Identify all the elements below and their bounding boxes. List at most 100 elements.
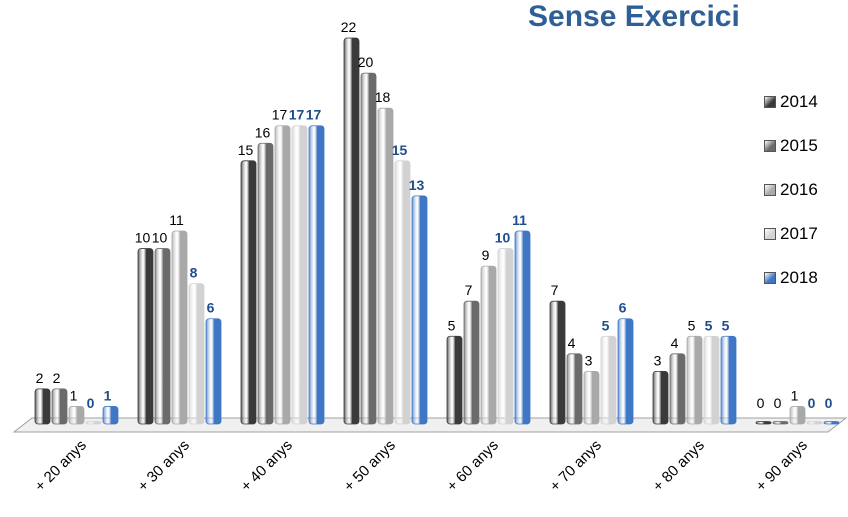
bar-2014-3 — [240, 160, 257, 425]
legend-swatch-2014 — [764, 96, 776, 108]
data-label-2017-5: 10 — [495, 230, 511, 246]
bar-2017-7 — [703, 335, 720, 425]
data-label-2017-2: 8 — [190, 265, 198, 281]
data-label-2015-6: 4 — [568, 335, 576, 351]
data-label-2018-5: 11 — [512, 212, 527, 228]
data-label-2016-8: 1 — [791, 387, 799, 403]
data-label-2015-1: 2 — [53, 370, 61, 386]
bar-2015-1 — [51, 388, 68, 425]
bar-2018-8 — [823, 421, 840, 425]
bar-2018-3 — [308, 125, 325, 425]
bar-2018-1 — [102, 406, 119, 425]
legend-item-2017: 2017 — [764, 222, 818, 246]
bar-2018-2 — [205, 318, 222, 425]
bar-2017-4 — [394, 160, 411, 425]
x-tick-label-2: + 30 anys — [135, 437, 193, 495]
floor-plane — [12, 417, 848, 433]
x-tick-label-6: + 70 anys — [547, 437, 605, 495]
bar-2014-8 — [755, 421, 772, 425]
data-label-2014-1: 2 — [36, 370, 44, 386]
data-label-2016-1: 1 — [70, 387, 78, 403]
bar-2016-2 — [171, 230, 188, 425]
bar-2016-4 — [377, 107, 394, 425]
bar-2015-3 — [257, 142, 274, 425]
data-label-2015-7: 4 — [671, 335, 679, 351]
data-label-2017-3: 17 — [289, 107, 305, 123]
x-tick-label-3: + 40 anys — [238, 437, 296, 495]
bar-2014-6 — [549, 300, 566, 425]
data-label-2015-5: 7 — [465, 282, 473, 298]
bar-2015-6 — [566, 353, 583, 425]
data-label-2018-3: 17 — [306, 107, 322, 123]
data-label-2014-4: 22 — [341, 19, 357, 35]
legend-swatch-2016 — [764, 184, 776, 196]
data-label-2018-2: 6 — [207, 300, 215, 316]
data-label-2017-6: 5 — [602, 317, 610, 333]
data-label-2017-1: 0 — [87, 395, 95, 411]
legend-label-2014: 2014 — [780, 92, 818, 111]
data-label-2018-1: 1 — [104, 387, 112, 403]
x-tick-label-7: + 80 anys — [650, 437, 708, 495]
data-label-2014-6: 7 — [551, 282, 559, 298]
data-label-2017-4: 15 — [392, 142, 408, 158]
bar-2016-6 — [583, 370, 600, 425]
bar-2017-8 — [806, 421, 823, 425]
x-tick-label-8: + 90 anys — [753, 437, 811, 495]
bar-2018-7 — [720, 335, 737, 425]
legend: 2014 2015 2016 2017 2018 — [764, 90, 818, 310]
data-label-2014-2: 10 — [135, 230, 151, 246]
data-label-2016-6: 3 — [585, 352, 593, 368]
x-tick-label-5: + 60 anys — [444, 437, 502, 495]
data-label-2018-4: 13 — [409, 177, 425, 193]
data-label-2017-8: 0 — [808, 395, 816, 411]
legend-swatch-2015 — [764, 140, 776, 152]
data-label-2015-3: 16 — [255, 124, 271, 140]
data-label-2016-2: 11 — [169, 212, 184, 228]
legend-item-2016: 2016 — [764, 178, 818, 202]
data-label-2018-7: 5 — [722, 317, 730, 333]
legend-item-2014: 2014 — [764, 90, 818, 114]
legend-item-2018: 2018 — [764, 266, 818, 290]
x-tick-label-4: + 50 anys — [341, 437, 399, 495]
bar-2016-3 — [274, 125, 291, 425]
bar-2018-4 — [411, 195, 428, 425]
bar-2016-5 — [480, 265, 497, 425]
bar-2014-4 — [343, 37, 360, 425]
bar-2015-2 — [154, 248, 171, 425]
data-label-2014-5: 5 — [448, 317, 456, 333]
legend-item-2015: 2015 — [764, 134, 818, 158]
legend-swatch-2017 — [764, 228, 776, 240]
bar-2015-8 — [772, 421, 789, 425]
x-tick-label-1: + 20 anys — [32, 437, 90, 495]
bar-2016-1 — [68, 406, 85, 425]
data-label-2015-2: 10 — [152, 230, 168, 246]
bar-2018-5 — [514, 230, 531, 425]
bar-2017-3 — [291, 125, 308, 425]
data-label-2014-7: 3 — [654, 352, 662, 368]
bar-2016-8 — [789, 406, 806, 425]
data-label-2015-4: 20 — [358, 54, 374, 70]
legend-label-2016: 2016 — [780, 180, 818, 199]
bar-2017-1 — [85, 421, 102, 425]
data-label-2017-7: 5 — [705, 317, 713, 333]
data-label-2014-3: 15 — [238, 142, 254, 158]
bar-2014-5 — [446, 335, 463, 425]
bar-2016-7 — [686, 335, 703, 425]
bar-2018-6 — [617, 318, 634, 425]
bar-2015-5 — [463, 300, 480, 425]
data-label-2015-8: 0 — [774, 395, 782, 411]
legend-label-2017: 2017 — [780, 224, 818, 243]
data-label-2018-6: 6 — [619, 300, 627, 316]
data-label-2014-8: 0 — [757, 395, 765, 411]
data-label-2016-5: 9 — [482, 247, 490, 263]
x-tick-labels: + 20 anys + 30 anys + 40 anys + 50 anys + 60… — [32, 437, 811, 495]
bar-2017-2 — [188, 283, 205, 425]
data-label-2016-3: 17 — [272, 107, 288, 123]
bar-2015-4 — [360, 72, 377, 425]
data-label-2018-8: 0 — [825, 395, 833, 411]
data-label-2016-4: 18 — [375, 89, 391, 105]
bar-2017-6 — [600, 335, 617, 425]
legend-label-2018: 2018 — [780, 268, 818, 287]
